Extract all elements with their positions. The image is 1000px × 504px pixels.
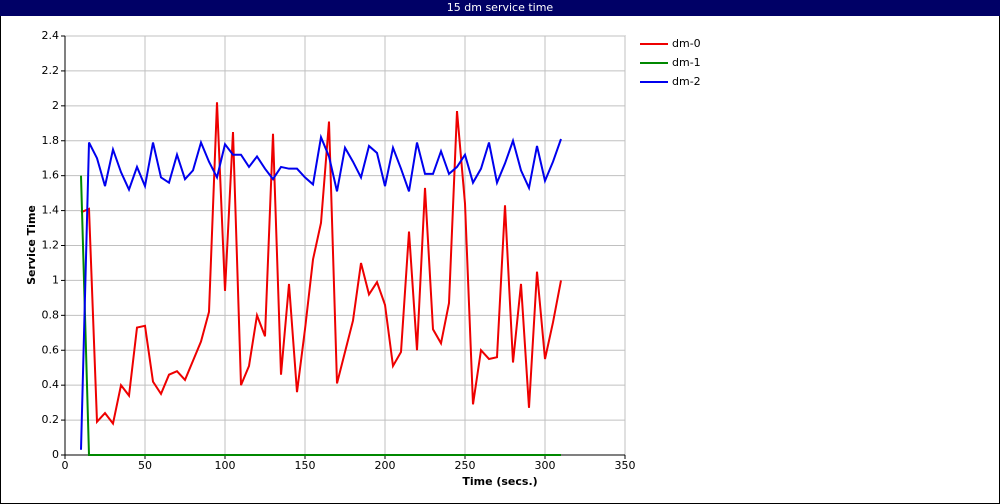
y-tick-label: 0: [52, 448, 59, 461]
legend-label: dm-1: [672, 56, 701, 69]
y-tick-label: 2.2: [42, 64, 60, 77]
x-tick-label: 0: [62, 459, 69, 472]
title-bar: [0, 0, 1000, 16]
y-tick-label: 1: [52, 273, 59, 286]
y-tick-label: 2.4: [42, 29, 60, 42]
y-tick-label: 0.8: [42, 308, 60, 321]
x-tick-label: 350: [615, 459, 636, 472]
y-tick-label: 1.6: [42, 169, 60, 182]
x-tick-label: 100: [215, 459, 236, 472]
x-tick-label: 300: [535, 459, 556, 472]
y-tick-label: 0.6: [42, 343, 60, 356]
y-tick-label: 2: [52, 99, 59, 112]
legend-label: dm-0: [672, 37, 701, 50]
y-tick-label: 0.2: [42, 413, 60, 426]
x-tick-label: 250: [455, 459, 476, 472]
y-axis-label: Service Time: [25, 205, 38, 285]
y-tick-label: 1.4: [42, 204, 60, 217]
series-line: [80, 133, 562, 450]
chart-title: 15 dm service time: [447, 1, 554, 14]
y-tick-label: 1.2: [42, 239, 60, 252]
y-tick-label: 0.4: [42, 378, 60, 391]
series-line: [80, 102, 562, 426]
x-axis-label: Time (secs.): [462, 475, 537, 488]
x-tick-label: 200: [375, 459, 396, 472]
legend-label: dm-2: [672, 75, 701, 88]
series-line: [80, 175, 561, 456]
x-tick-label: 150: [295, 459, 316, 472]
y-tick-label: 1.8: [42, 134, 60, 147]
x-tick-label: 50: [138, 459, 152, 472]
